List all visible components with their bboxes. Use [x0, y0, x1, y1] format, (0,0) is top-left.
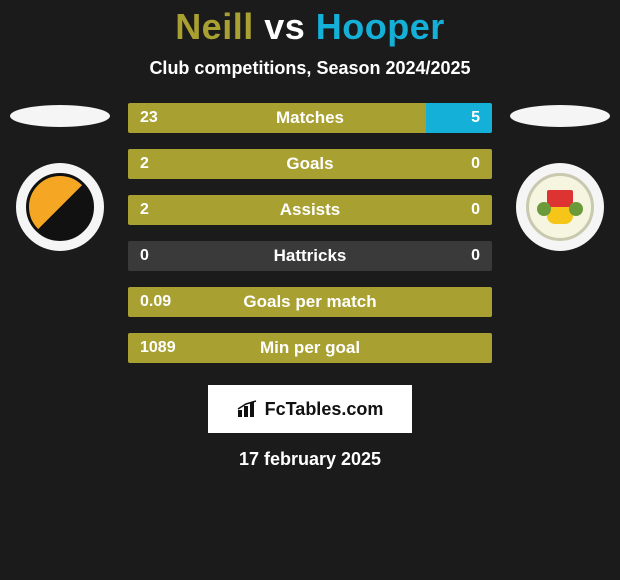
- stat-label: Goals: [286, 154, 333, 174]
- player-b-club-badge: [516, 163, 604, 251]
- stat-segment-b: [426, 103, 492, 133]
- player-a-name: Neill: [175, 6, 254, 47]
- stat-row: 0.09 Goals per match: [128, 287, 492, 317]
- stat-row: 23 5 Matches: [128, 103, 492, 133]
- brand-badge: FcTables.com: [208, 385, 412, 433]
- shield-icon: [547, 190, 573, 224]
- vs-separator: vs: [264, 6, 305, 47]
- annan-athletic-crest-icon: [526, 173, 594, 241]
- stat-value-a: 0.09: [140, 293, 171, 311]
- stat-row: 1089 Min per goal: [128, 333, 492, 363]
- stat-label: Min per goal: [260, 338, 360, 358]
- stat-label: Assists: [280, 200, 340, 220]
- stat-label: Matches: [276, 108, 344, 128]
- player-a-photo-placeholder: [10, 105, 110, 127]
- stat-value-a: 0: [140, 247, 149, 265]
- stat-value-a: 2: [140, 201, 149, 219]
- player-b-photo-placeholder: [510, 105, 610, 127]
- stat-label: Goals per match: [243, 292, 376, 312]
- stat-row: 0 0 Hattricks: [128, 241, 492, 271]
- stat-row: 2 0 Goals: [128, 149, 492, 179]
- alloa-athletic-crest-icon: [26, 173, 94, 241]
- subtitle: Club competitions, Season 2024/2025: [0, 58, 620, 79]
- comparison-title: Neill vs Hooper: [0, 0, 620, 48]
- stats-column: 23 5 Matches 2 0 Goals 2 0 Assists 0 0 Hattricks 0.0…: [128, 103, 492, 363]
- stat-value-b: 0: [471, 155, 480, 173]
- brand-text: FcTables.com: [265, 399, 384, 420]
- stat-value-b: 0: [471, 247, 480, 265]
- player-b-name: Hooper: [316, 6, 445, 47]
- left-side: [10, 103, 110, 251]
- stat-row: 2 0 Assists: [128, 195, 492, 225]
- stat-value-a: 1089: [140, 339, 176, 357]
- right-side: [510, 103, 610, 251]
- stat-value-b: 5: [471, 109, 480, 127]
- stat-label: Hattricks: [274, 246, 347, 266]
- chart-icon: [237, 400, 259, 418]
- player-a-club-badge: [16, 163, 104, 251]
- stat-value-b: 0: [471, 201, 480, 219]
- stat-value-a: 2: [140, 155, 149, 173]
- stat-value-a: 23: [140, 109, 158, 127]
- snapshot-date: 17 february 2025: [0, 449, 620, 470]
- comparison-main: 23 5 Matches 2 0 Goals 2 0 Assists 0 0 Hattricks 0.0…: [0, 103, 620, 363]
